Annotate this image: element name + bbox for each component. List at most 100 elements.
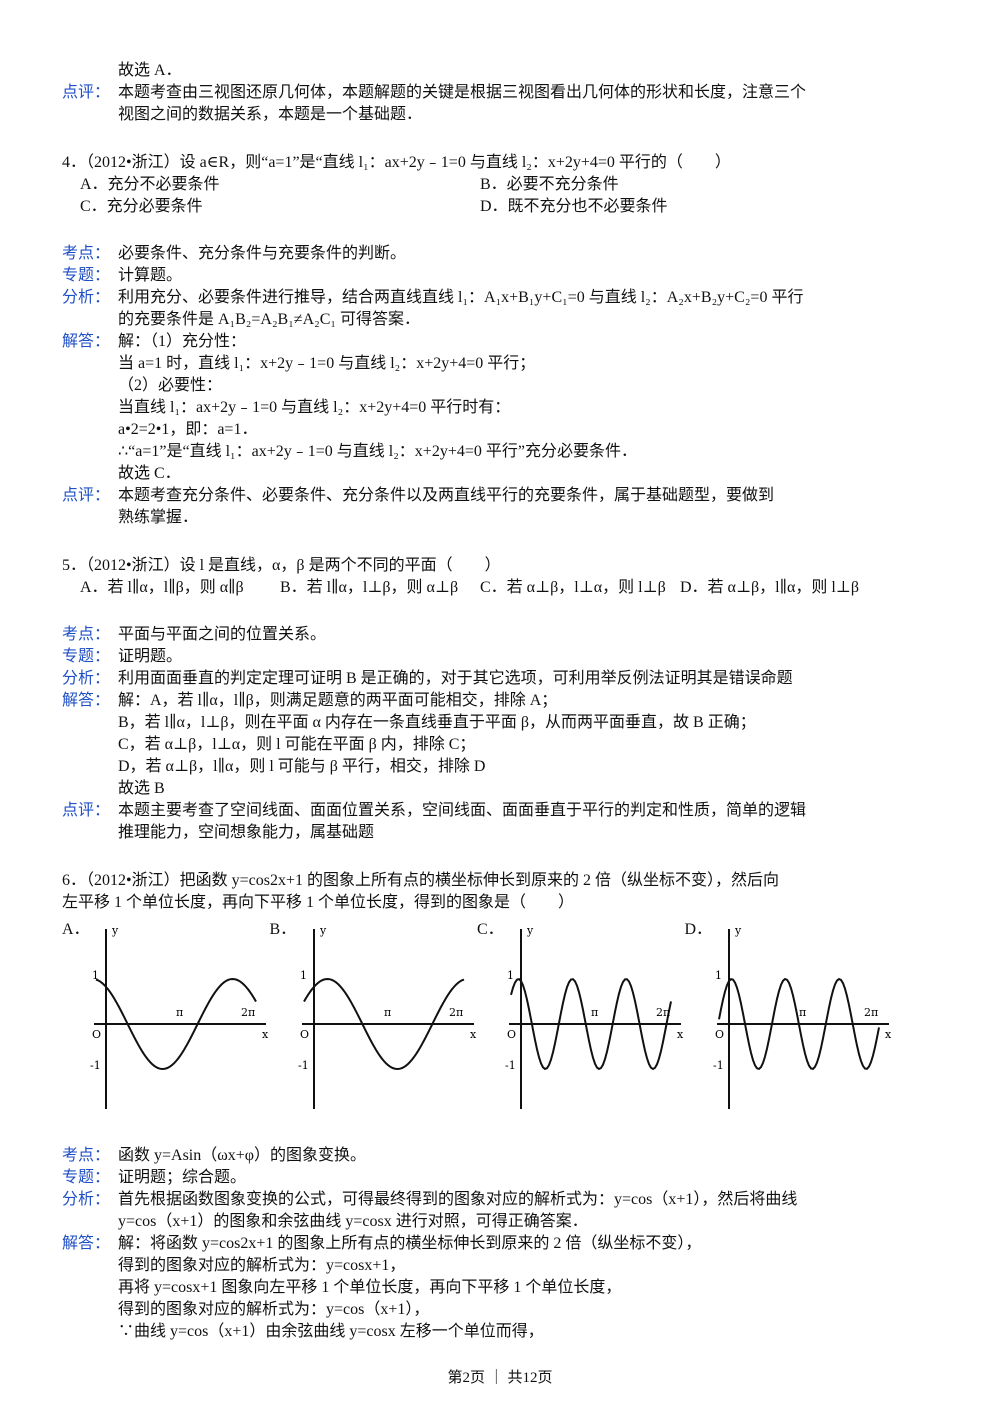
note-line: ∵曲线 y=cos（x+1）由余弦曲线 y=cosx 左移一个单位而得， [118,1323,544,1340]
note-line: 故选 A． [118,62,182,79]
graph-label: x [885,1028,892,1041]
graph-label: 1 [507,969,514,982]
graph-label: π [384,1006,391,1019]
note-label: 分析： [62,289,111,306]
curve [302,978,464,1070]
graph-label: 1 [300,969,307,982]
note-line: 函数 y=Asin（ωx+φ）的图象变换。 [118,1147,367,1164]
note-label: 解答： [62,1235,111,1252]
note-body: 故选 A． [118,60,892,82]
note-line: 本题考查由三视图还原几何体，本题解题的关键是根据三视图看出几何体的形状和长度，注… [118,84,807,101]
note-label: 点评： [62,84,111,101]
graph: y 1 O -1 π 2π x [505,924,684,1109]
note-label: 点评： [62,487,111,504]
note-line: 视图之间的数据关系，本题是一个基础题． [118,106,423,123]
graph-label: π [176,1006,183,1019]
notes: 考点： 平面与平面之间的位置关系。 专题： 证明题。 分析： 利用面面垂直的判定定理可证明… [62,624,892,844]
note-label: 专题： [62,267,111,284]
option: B．必要不充分条件 [480,176,619,193]
option-letter: D． [684,921,713,938]
note-line: C，若 α⊥β，l⊥α，则 l 可能在平面 β 内，排除 C； [118,736,476,753]
graph-label: -1 [505,1059,516,1072]
option-row: C．充分必要条件 D．既不充分也不必要条件 [62,196,892,218]
page-footer: 第2页 ｜ 共12页 [447,1370,553,1386]
note-line: 解：将函数 y=cos2x+1 的图象上所有点的横坐标伸长到原来的 2 倍（纵坐… [118,1235,702,1252]
note-body: 解：A，若 l∥α，l∥β，则满足题意的两平面可能相交，排除 A； B，若 l∥α… [118,690,892,800]
note-label: 考点： [62,1147,111,1164]
note-line: 当直线 l₁：ax+2y﹣1=0 与直线 l₂：x+2y+4=0 平行时有： [118,399,511,416]
note-line: 平面与平面之间的位置关系。 [118,626,327,643]
note-line: 解：（1）充分性： [118,333,247,350]
note-label: 点评： [62,802,111,819]
note-line: 得到的图象对应的解析式为：y=cosx+1， [118,1257,406,1274]
graph-label: O [715,1028,724,1041]
curve [717,977,880,1071]
question-line: 6．（2012•浙江）把函数 y=cos2x+1 的图象上所有点的横坐标伸长到原… [62,872,779,889]
option-letter: B． [269,921,297,938]
note-block: 考点： 函数 y=Asin（ωx+φ）的图象变换。 [62,1145,892,1167]
graph-label: O [92,1028,101,1041]
note-block: 故选 A． [62,60,892,82]
note-body: 证明题；综合题。 [118,1167,892,1189]
option-row: A．若 l∥α，l∥β，则 α∥β B．若 l∥α，l⊥β，则 α⊥β C．若 α⊥… [62,577,892,599]
note-line: D，若 α⊥β，l∥α，则 l 可能与 β 平行，相交，排除 D [118,758,486,775]
note-line: 计算题。 [118,267,183,284]
note-body: 函数 y=Asin（ωx+φ）的图象变换。 [118,1145,892,1167]
note-body: 计算题。 [118,265,892,287]
note-line: ∴“a=1”是“直线 l₁：ax+2y﹣1=0 与直线 l₂：x+2y+4=0 … [118,443,637,460]
graph-label: 2π [864,1006,878,1019]
note-line: a•2=2•1，即：a=1． [118,421,258,438]
note-label: 分析： [62,1191,111,1208]
note-line: 必要条件、充分条件与充要条件的判断。 [118,245,407,262]
note-line: y=cos（x+1）的图象和余弦曲线 y=cosx 进行对照，可得正确答案． [118,1213,588,1230]
graph-label: y [319,924,327,937]
section: 6．（2012•浙江）把函数 y=cos2x+1 的图象上所有点的横坐标伸长到原… [62,870,892,1343]
graph-label: 2π [656,1006,670,1019]
graph-panel: A． y 1 O -1 π 2π x [62,920,270,1120]
note-label: 考点： [62,245,111,262]
notes: 考点： 函数 y=Asin（ωx+φ）的图象变换。 专题： 证明题；综合题。 分析： 首先… [62,1145,892,1343]
curve [510,977,672,1071]
note-body: 利用面面垂直的判定定理可证明 B 是正确的，对于其它选项，可利用举反例法证明其是… [118,668,892,690]
graph-label: y [526,924,534,937]
graphs: A． y 1 O -1 π 2π x B． y 1 O -1 π 2π x C． y 1 O -1 π 2π x D． y 1 O -1… [62,920,892,1120]
graph-label: 1 [92,969,99,982]
note-block: 解答： 解：（1）充分性： 当 a=1 时，直线 l₁：x+2y﹣1=0 与直线 l… [62,331,892,485]
note-line: 推理能力，空间想象能力，属基础题 [118,824,375,841]
note-block: 点评： 本题考查充分条件、必要条件、充分条件以及两直线平行的充要条件，属于基础题型… [62,485,892,529]
graph: y 1 O -1 π 2π x [298,924,477,1109]
curve [95,978,257,1070]
graph-panel: C． y 1 O -1 π 2π x [477,920,685,1120]
note-block: 专题： 证明题；综合题。 [62,1167,892,1189]
note-block: 解答： 解：A，若 l∥α，l∥β，则满足题意的两平面可能相交，排除 A； B，若 … [62,690,892,800]
note-body: 本题主要考查了空间线面、面面位置关系，空间线面、面面垂直于平行的判定和性质，简单… [118,800,892,844]
graph-label: x [677,1028,684,1041]
option-letter: A． [62,921,90,938]
option: A．若 l∥α，l∥β，则 α∥β [80,579,244,596]
note-block: 分析： 利用面面垂直的判定定理可证明 B 是正确的，对于其它选项，可利用举反例法证… [62,668,892,690]
option: C．充分必要条件 [80,198,203,215]
option-letter: C． [477,921,504,938]
note-line: 故选 C． [118,465,181,482]
option: D．若 α⊥β，l∥α，则 l⊥β [680,579,859,596]
note-block: 考点： 平面与平面之间的位置关系。 [62,624,892,646]
note-line: 得到的图象对应的解析式为：y=cos（x+1）， [118,1301,430,1318]
note-block: 专题： 计算题。 [62,265,892,287]
section: 故选 A． 点评： 本题考查由三视图还原几何体，本题解题的关键是根据三视图看出几何体… [62,60,892,126]
section: 5．（2012•浙江）设 l 是直线，α，β 是两个不同的平面（ ） A．若 l∥… [62,555,892,844]
graph-panel: B． y 1 O -1 π 2π x [270,920,478,1120]
note-line: 解：A，若 l∥α，l∥β，则满足题意的两平面可能相交，排除 A； [118,692,558,709]
note-body: 解：（1）充分性： 当 a=1 时，直线 l₁：x+2y﹣1=0 与直线 l₂：x… [118,331,892,485]
graph-label: -1 [713,1059,724,1072]
note-line: 当 a=1 时，直线 l₁：x+2y﹣1=0 与直线 l₂：x+2y+4=0 平… [118,355,536,372]
note-body: 解：将函数 y=cos2x+1 的图象上所有点的横坐标伸长到原来的 2 倍（纵坐… [118,1233,892,1343]
graph-label: -1 [90,1059,101,1072]
question-line: 左平移 1 个单位长度，再向下平移 1 个单位长度，得到的图象是（ ） [62,894,575,911]
graph-label: π [799,1006,806,1019]
option: D．既不充分也不必要条件 [480,198,668,215]
note-line: 证明题。 [118,648,183,665]
note-label: 解答： [62,692,111,709]
note-line: 利用面面垂直的判定定理可证明 B 是正确的，对于其它选项，可利用举反例法证明其是… [118,670,793,687]
note-line: 本题考查充分条件、必要条件、充分条件以及两直线平行的充要条件，属于基础题型，要做… [118,487,775,504]
graph-panel: D． y 1 O -1 π 2π x [685,920,893,1120]
